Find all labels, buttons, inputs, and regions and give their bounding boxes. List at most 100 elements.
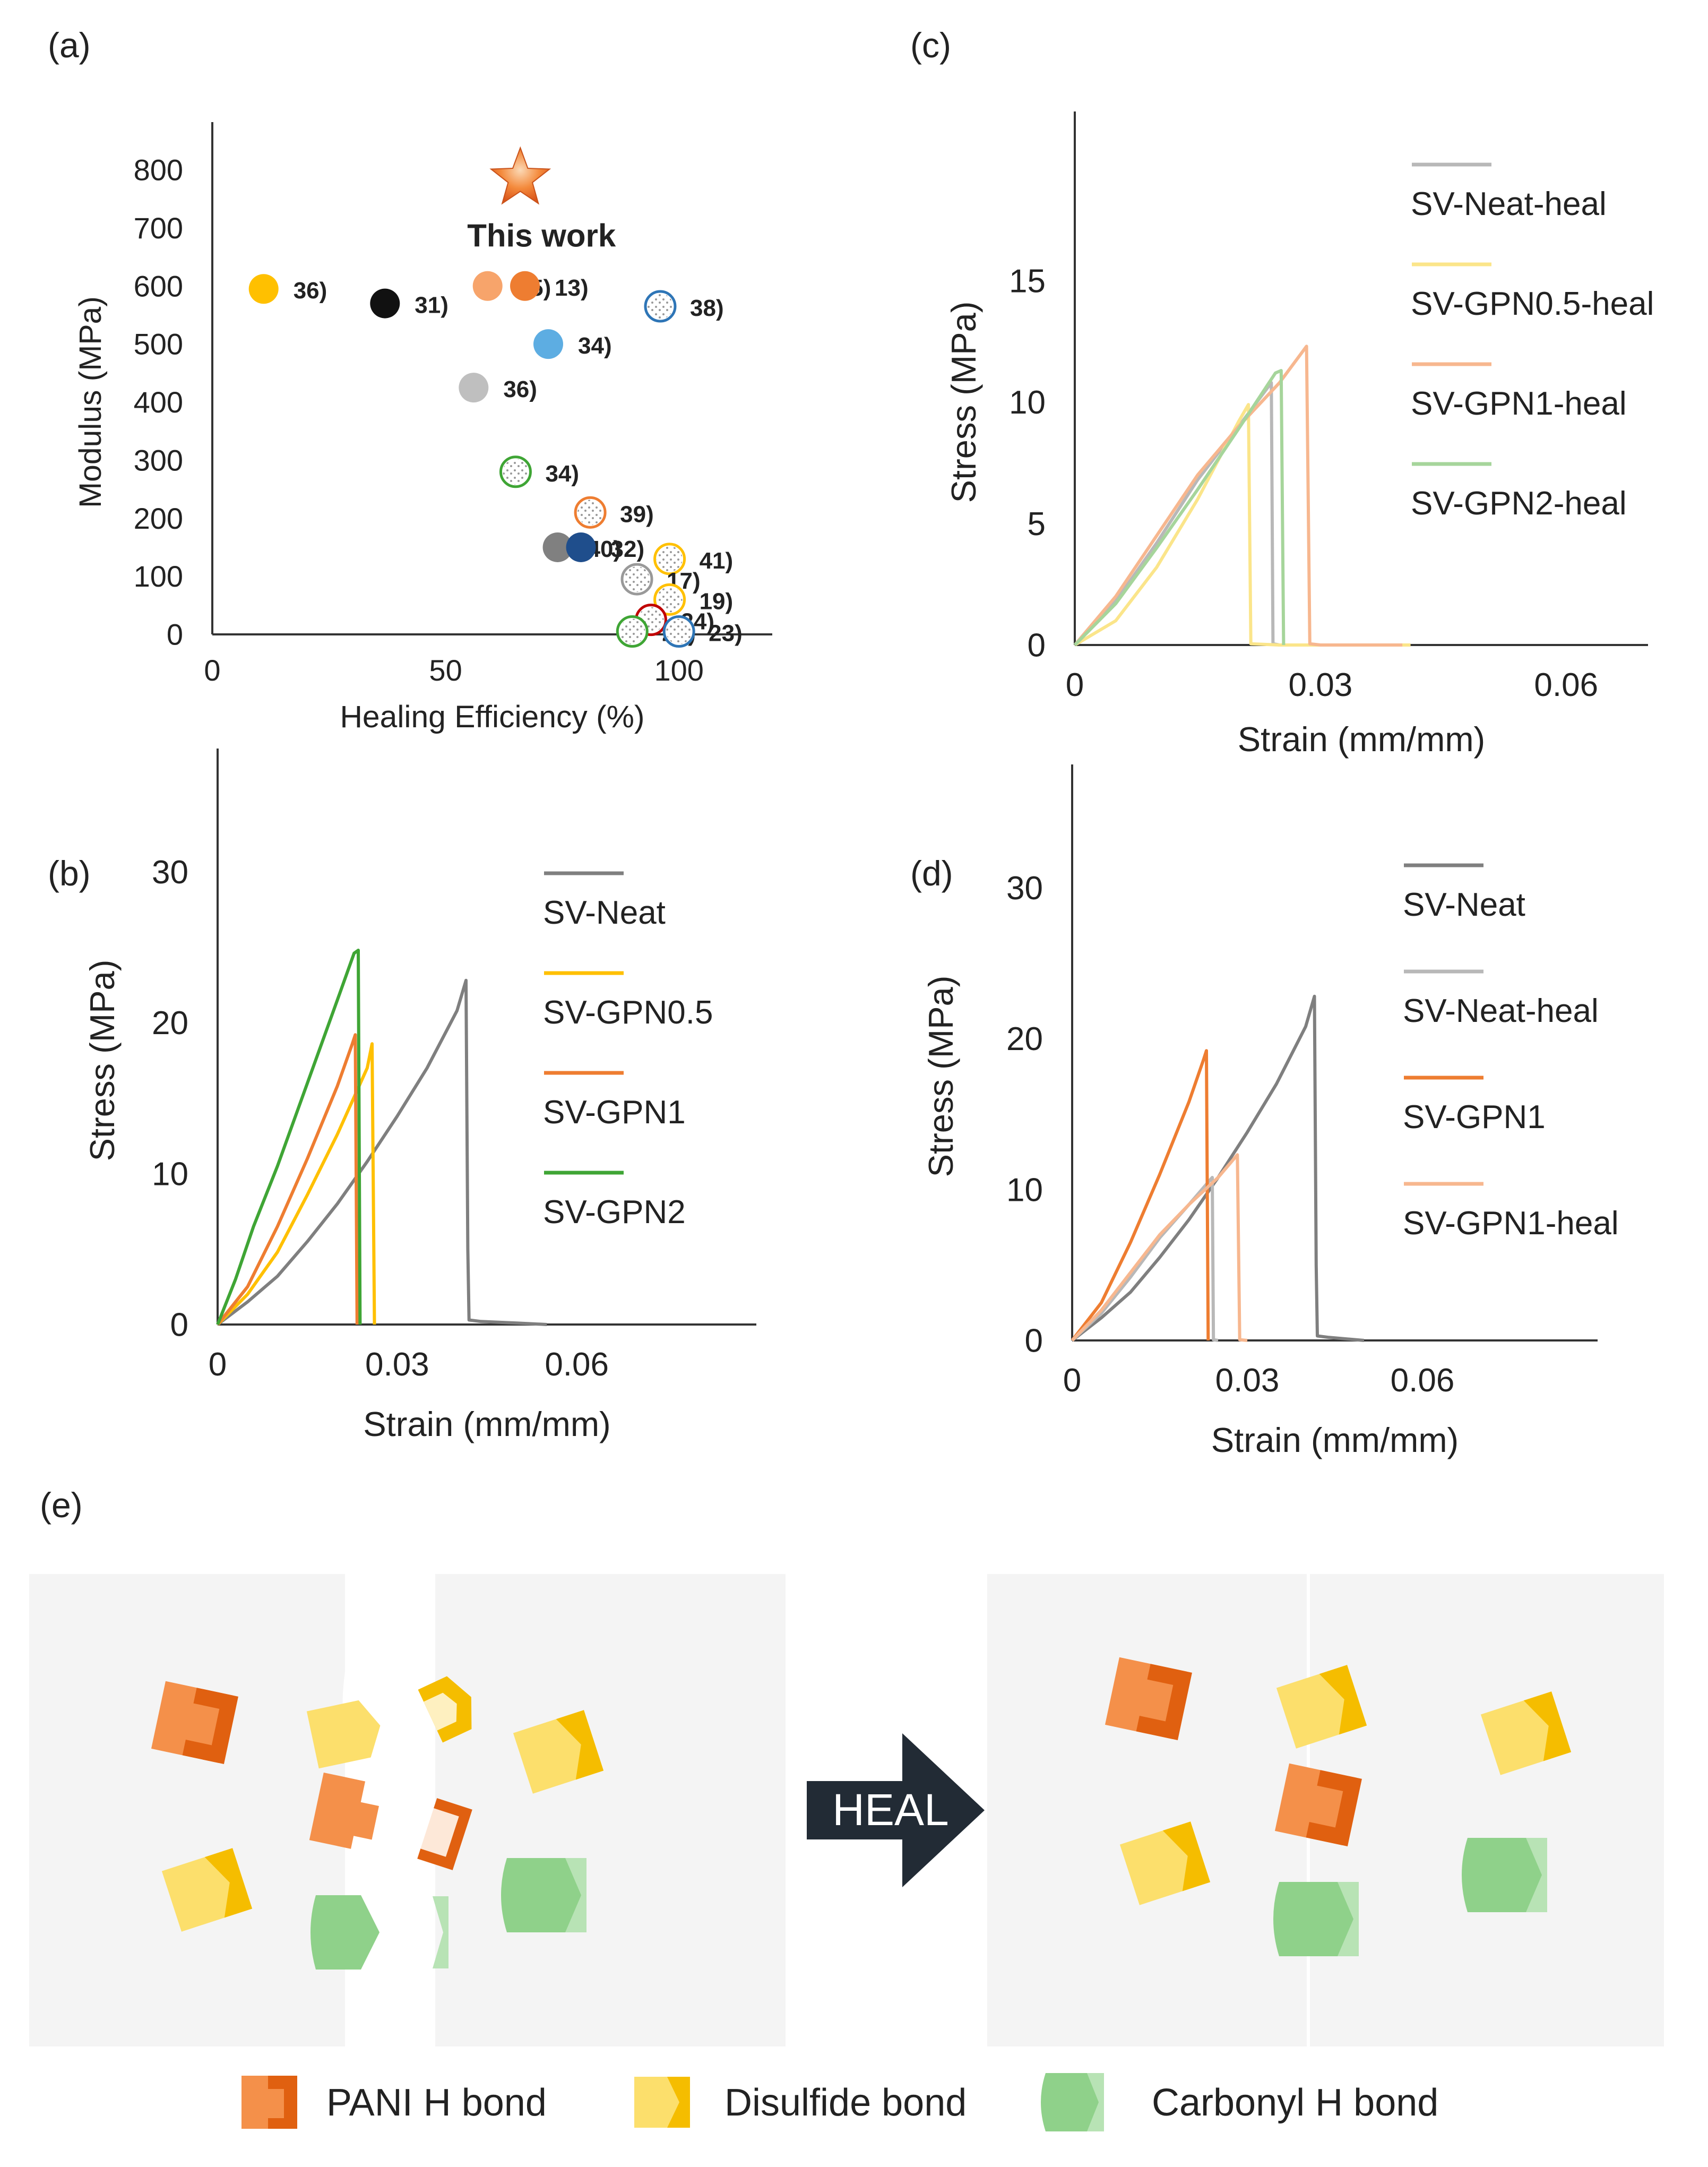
- y-tick-label: 15: [1009, 263, 1046, 299]
- y-tick-label: 20: [1006, 1021, 1043, 1057]
- panel-label-b: (b): [48, 854, 91, 893]
- x-tick-label: 0.06: [1391, 1362, 1455, 1399]
- data-point: [370, 288, 400, 319]
- y-tick-label: 20: [152, 1005, 188, 1042]
- this-work-label: This work: [467, 218, 616, 253]
- series-line: [216, 1042, 376, 1326]
- y-tick-label: 0: [170, 1307, 188, 1344]
- data-point-label: 36): [503, 376, 537, 402]
- y-tick-label: 100: [134, 560, 183, 593]
- x-tick-label: 0.06: [1534, 667, 1598, 703]
- data-point-label: 32): [611, 536, 645, 562]
- legend-label: SV-Neat: [1403, 887, 1525, 923]
- heal-arrow: [807, 1733, 985, 1887]
- series-line: [1073, 369, 1286, 647]
- disulfide-broken-right-icon: [418, 1676, 472, 1743]
- y-tick-label: 10: [1009, 384, 1046, 421]
- legend-label: SV-GPN1: [543, 1094, 686, 1131]
- data-point: [248, 274, 279, 304]
- disulfide-healed-icon-2: [1480, 1691, 1572, 1775]
- data-point: [542, 532, 573, 562]
- y-tick-label: 0: [1028, 627, 1046, 664]
- legend-pani-icon: [241, 2076, 297, 2129]
- legend-label: SV-Neat-heal: [1411, 186, 1607, 222]
- series-line: [1071, 1049, 1210, 1342]
- data-point: [510, 271, 540, 301]
- x-tick-label: 0.06: [545, 1346, 609, 1383]
- x-tick-label: 0.03: [1215, 1362, 1280, 1399]
- data-point: [533, 329, 563, 359]
- disulfide-bond-icon-2: [161, 1848, 253, 1932]
- y-axis-title: Stress (MPa): [944, 302, 983, 503]
- data-point-label: 41): [700, 548, 734, 574]
- disulfide-healed-icon-3: [1119, 1821, 1211, 1905]
- data-point: [459, 373, 489, 403]
- y-tick-label: 0: [1025, 1323, 1043, 1360]
- y-tick-label: 500: [134, 328, 183, 361]
- legend-disulfide-label: Disulfide bond: [724, 2082, 967, 2124]
- legend-label: SV-GPN0.5: [543, 994, 713, 1031]
- disulfide-bond-icon: [513, 1710, 604, 1794]
- series-line: [1073, 345, 1403, 647]
- left-block-part1: [29, 1574, 345, 2046]
- legend-label: SV-GPN1-heal: [1403, 1205, 1619, 1242]
- y-tick-label: 800: [134, 153, 183, 187]
- y-tick-label: 700: [134, 211, 183, 245]
- y-tick-label: 5: [1028, 506, 1046, 543]
- x-axis-title: Strain (mm/mm): [363, 1405, 610, 1443]
- x-tick-label: 0: [1063, 1362, 1081, 1399]
- y-tick-label: 30: [152, 854, 188, 891]
- y-axis-title: Stress (MPa): [921, 976, 960, 1177]
- legend-carbonyl-icon: [1041, 2073, 1104, 2131]
- disulfide-broken-left-icon: [306, 1700, 381, 1769]
- data-point-pattern: [619, 618, 645, 644]
- legend-label: SV-GPN1: [1403, 1099, 1546, 1136]
- chart-a-scatter: 0 100 200 300 400 500 600 700 800 0 50 100 Healing E…: [73, 122, 772, 734]
- panel-label-c: (c): [910, 25, 951, 65]
- heal-arrow-label: HEAL: [832, 1785, 948, 1835]
- panel-label-a: (a): [48, 25, 91, 65]
- data-point-label: 34): [545, 461, 579, 487]
- data-point-label: 34): [578, 333, 612, 359]
- x-tick-label: 0: [209, 1346, 227, 1383]
- x-tick-label: 0: [1066, 667, 1084, 703]
- carbonyl-broken-right-icon: [433, 1896, 448, 1968]
- legend-label: SV-GPN0.5-heal: [1411, 286, 1654, 322]
- x-axis-title: Strain (mm/mm): [1238, 720, 1485, 759]
- schematic-legend: PANI H bond Disulfide bond Carbonyl H bo…: [241, 2073, 1438, 2131]
- y-tick-label: 400: [134, 385, 183, 419]
- data-point-label: 13): [555, 275, 589, 301]
- series-line: [216, 1033, 359, 1326]
- legend-label: SV-Neat: [543, 895, 666, 931]
- this-work-star: [489, 146, 551, 205]
- chart-d-line: 0 10 20 30 0 0.03 0.06 Strain (mm/mm) Stress (MP…: [921, 764, 1619, 1459]
- legend-label: SV-GPN2: [543, 1194, 686, 1231]
- legend-label: SV-GPN1-heal: [1411, 385, 1627, 422]
- y-axis-title: Stress (MPa): [83, 960, 122, 1162]
- legend-disulfide-icon: [634, 2077, 690, 2128]
- carbonyl-healed-icon-2: [1462, 1838, 1547, 1912]
- y-tick-label: 600: [134, 269, 183, 303]
- y-tick-label: 0: [167, 618, 183, 651]
- x-tick-label: 0.03: [1289, 667, 1353, 703]
- data-point-pattern: [657, 546, 683, 572]
- pani-bond-healed-seam-icon: [1274, 1763, 1362, 1847]
- pani-bond-broken-left-icon: [309, 1772, 379, 1849]
- data-point-pattern: [657, 587, 683, 613]
- y-tick-label: 10: [152, 1156, 188, 1192]
- x-axis-title: Healing Efficiency (%): [340, 700, 644, 734]
- pani-bond-broken-right-icon: [417, 1798, 472, 1870]
- legend-label: SV-Neat-heal: [1403, 993, 1599, 1029]
- legend-pani-label: PANI H bond: [326, 2082, 547, 2124]
- data-point-label: 19): [700, 588, 734, 614]
- data-point-label: 23): [709, 621, 743, 647]
- data-point-pattern: [624, 566, 650, 592]
- legend-carbonyl-label: Carbonyl H bond: [1152, 2082, 1438, 2124]
- carbonyl-bond-icon: [501, 1858, 586, 1932]
- legend-label: SV-GPN2-heal: [1411, 485, 1627, 522]
- panel-label-d: (d): [910, 854, 953, 893]
- pani-bond-icon: [151, 1681, 238, 1765]
- chart-c-line: 0 5 10 15 0 0.03 0.06 Strain (mm/mm) Stress (MPa…: [944, 111, 1654, 759]
- pani-bond-healed-icon: [1105, 1657, 1192, 1741]
